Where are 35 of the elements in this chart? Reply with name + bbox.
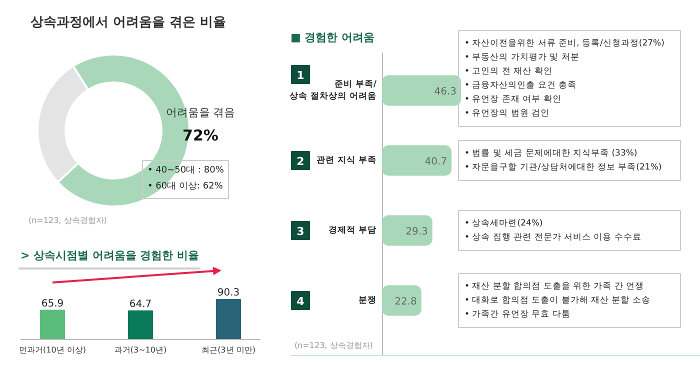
text: (n=123, 상속경험자) (28, 216, 107, 225)
data-label: 72% (182, 126, 218, 144)
chart-title: 상속과정에서 어려움을 겪은 비율 (30, 15, 226, 30)
text: 2 (296, 155, 304, 168)
text: 1 (296, 69, 304, 82)
chart-title: > 상속시점별 어려움을 경험한 비율 (20, 249, 200, 262)
slice-label: 어려움을 겪음 (166, 106, 236, 119)
data-label: 90.3 (217, 288, 240, 298)
bar (382, 215, 432, 246)
text: • 법률 및 세금 문제에대한 지식부족 (33%) • 자문을구할 기관/상담처에대한 정보 부족(21%) (464, 148, 662, 172)
y-tick-label: 준비 부족/ 상속 절차상의 어려움 (290, 80, 378, 102)
x-tick-label: 최근(3년 미만) (202, 346, 256, 354)
data-label: 46.3 (434, 86, 456, 98)
text: • 상속세마련(24%) • 상속 집행 관련 전문가 서비스 이용 수수료 (464, 218, 642, 242)
bar (382, 285, 422, 316)
data-label: 65.9 (41, 298, 64, 310)
data-label: 64.7 (129, 298, 152, 310)
text: • 재산 분할 합의점 도출을 위한 가족 간 언쟁 • 대화로 합의점 도출이 불가해 재산 분할 소송 • 가족간 유언장 무효 다툼 (464, 282, 650, 320)
x-tick-label: 먼과거(10년 이상) (19, 346, 86, 354)
data-label: 22.8 (394, 296, 417, 308)
text: 3 (296, 225, 304, 238)
text: • 60대 이상: 62% (148, 182, 224, 192)
bar (382, 75, 461, 106)
data-label: 40.7 (424, 156, 448, 168)
text: (n=123, 상속경험자) (294, 341, 373, 350)
text: • 자산이전을위한 서류 준비, 등록/신청과정(27%) • 부동산의 가치평가 및 처분 • 고인의 전 재산 확인 • 금융자산의인출 요건 충족 • 유언장 존재 여부 확인 • 유언장의 법원 검인 (464, 38, 664, 118)
x-tick-label: 과거(3~10년) (114, 346, 167, 354)
y-tick-label: 분쟁 (358, 296, 376, 306)
text: • 40~50대 : 80% (148, 166, 224, 176)
y-tick-label: 경제적 부담 (328, 226, 377, 236)
y-tick-label: 관련 지식 부족 (316, 156, 377, 166)
data-label: 29.3 (406, 226, 428, 238)
text: 4 (296, 295, 305, 308)
chart-title: ■ 경험한 어려움 (290, 31, 375, 44)
bar (382, 145, 452, 176)
